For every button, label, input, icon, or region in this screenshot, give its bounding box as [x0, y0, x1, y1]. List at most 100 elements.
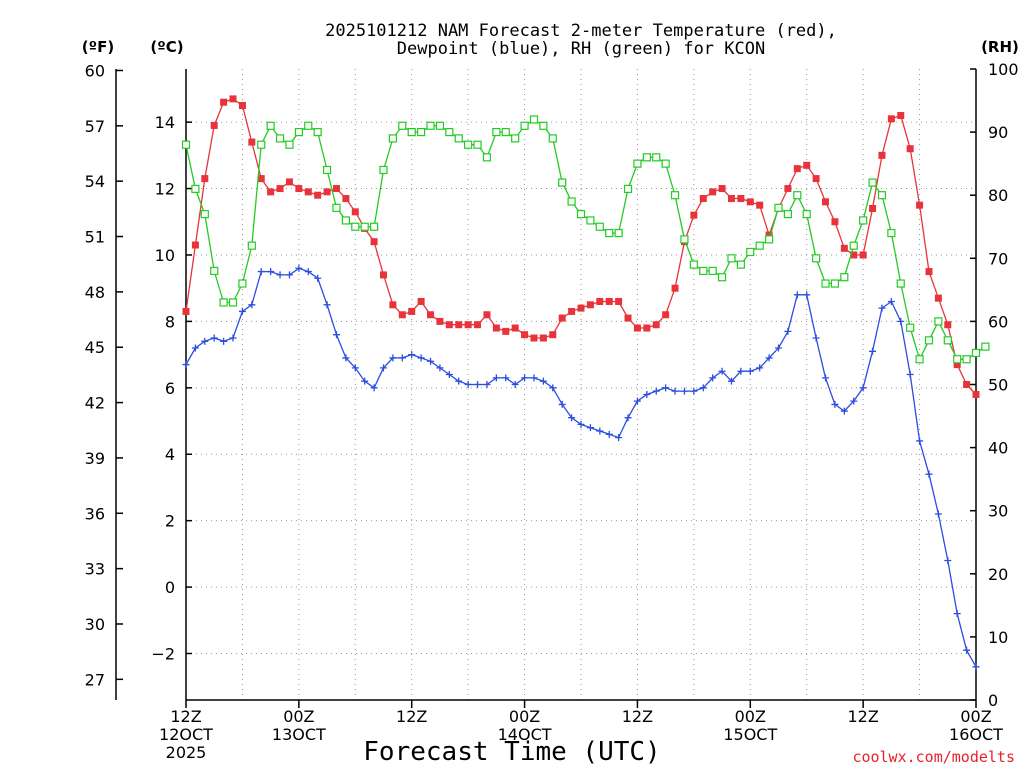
rh-point — [567, 197, 576, 206]
dewpoint-point — [746, 367, 754, 375]
temperature-point — [963, 381, 971, 388]
temperature-point — [756, 201, 764, 209]
rh-point — [840, 273, 849, 282]
dewpoint-point — [662, 384, 670, 392]
dewpoint-point — [850, 397, 858, 405]
temperature-point — [295, 185, 303, 193]
rh-point — [623, 184, 633, 193]
dewpoint-point — [615, 434, 623, 442]
dewpoint-point — [521, 374, 529, 382]
rh-point — [200, 210, 209, 219]
temperature-point — [304, 188, 312, 196]
temperature-point — [699, 195, 707, 203]
dewpoint-point — [690, 387, 698, 395]
dewpoint-point — [897, 317, 905, 325]
rh-point — [953, 355, 962, 364]
temperature-point — [586, 301, 594, 309]
dewpoint-point — [906, 371, 914, 379]
dewpoint-point — [775, 344, 782, 352]
temperature-point — [445, 321, 453, 329]
rh-tick-label: 70 — [988, 249, 1008, 268]
rh-point — [661, 159, 670, 168]
rh-point — [322, 165, 332, 175]
rh-point — [877, 191, 887, 200]
rh-point — [821, 279, 830, 288]
rh-point — [191, 184, 200, 193]
rh-point — [304, 121, 313, 130]
dewpoint-point — [220, 337, 228, 345]
dewpoint-point — [803, 291, 811, 299]
dewpoint-point — [464, 381, 472, 388]
dewpoint-point — [323, 301, 331, 309]
rh-point — [586, 216, 595, 225]
temperature-point — [539, 334, 547, 342]
time-tick-label: 00Z — [283, 707, 314, 726]
temperature-point — [455, 321, 463, 329]
temperature-point — [436, 317, 444, 325]
dewpoint-point — [417, 354, 425, 362]
rh-point — [708, 266, 717, 276]
temperature-point — [238, 102, 246, 110]
temperature-point — [257, 175, 265, 183]
dewpoint-point — [784, 327, 792, 335]
rh-point — [257, 140, 266, 149]
temperature-point — [662, 311, 670, 319]
rh-point — [558, 178, 567, 187]
dewpoint-point — [605, 430, 613, 438]
rh-point — [859, 216, 868, 225]
dewpoint-point — [643, 390, 651, 398]
rh-point — [539, 121, 548, 130]
chart-title: 2025101212 NAM Forecast 2-meter Temperat… — [325, 21, 837, 59]
fahrenheit-tick-label: 33 — [85, 560, 105, 579]
rh-point — [849, 241, 858, 250]
rh-point — [652, 153, 661, 162]
temperature-point — [370, 238, 378, 246]
temperature-point — [380, 271, 387, 279]
temperature-point — [944, 321, 952, 329]
dewpoint-point — [304, 268, 312, 276]
dewpoint-point — [963, 646, 971, 654]
temperature-point — [210, 121, 218, 129]
dewpoint-point — [765, 354, 773, 362]
rh-tick-label: 0 — [988, 691, 998, 710]
dewpoint-point — [238, 307, 246, 315]
fahrenheit-tick-label: 42 — [85, 394, 105, 413]
dewpoint-point — [257, 268, 265, 276]
rh-point — [529, 115, 539, 124]
rh-point — [360, 222, 369, 231]
rh-point — [746, 247, 755, 257]
temperature-point — [267, 188, 275, 196]
temperature-point — [577, 304, 585, 312]
rh-tick-label: 40 — [988, 439, 1008, 458]
dewpoint-point — [727, 377, 735, 385]
dewpoint-point — [831, 400, 839, 408]
dewpoint-point — [267, 268, 275, 276]
temperature-point — [850, 251, 858, 259]
dewpoint-point — [408, 351, 416, 359]
fahrenheit-tick-label: 54 — [85, 172, 105, 191]
dewpoint-point — [483, 381, 491, 388]
fahrenheit-tick-label: 36 — [85, 504, 105, 523]
rh-point — [454, 134, 463, 143]
temperature-point — [906, 145, 914, 153]
dewpoint-point — [342, 354, 350, 362]
temperature-point — [784, 185, 792, 193]
rh-point — [633, 159, 642, 168]
celsius-tick-label: 8 — [165, 312, 175, 331]
temperature-point — [812, 175, 820, 183]
dewpoint-point — [229, 334, 237, 342]
rh-tick-label: 30 — [988, 502, 1008, 521]
dewpoint-point — [699, 384, 707, 392]
rh-point — [764, 235, 774, 244]
temperature-point — [840, 244, 848, 252]
temperature-point — [511, 324, 519, 332]
temperature-point — [624, 314, 632, 322]
dewpoint-point — [596, 427, 604, 435]
rh-point — [285, 140, 294, 149]
rh-point — [219, 298, 228, 307]
dewpoint-point — [709, 374, 717, 382]
fahrenheit-tick-label: 27 — [85, 670, 105, 689]
dewpoint-point — [812, 334, 820, 342]
rh-point — [971, 348, 981, 358]
rh-point — [802, 210, 811, 219]
